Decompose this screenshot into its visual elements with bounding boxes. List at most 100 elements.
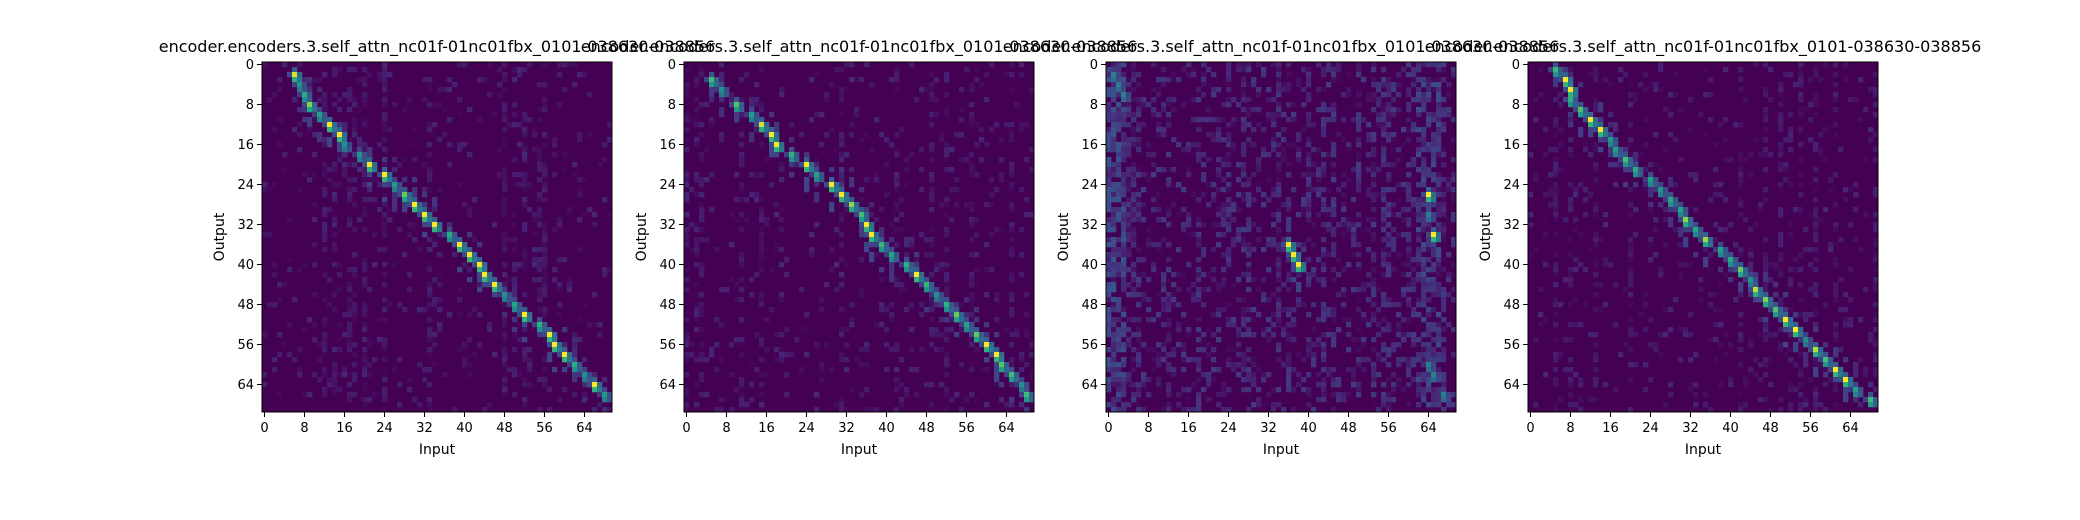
heatmap-cell bbox=[1386, 87, 1392, 93]
heatmap-cell bbox=[1306, 387, 1312, 393]
heatmap-cell bbox=[272, 127, 278, 133]
heatmap-cell bbox=[1618, 67, 1624, 73]
heatmap-cell bbox=[809, 77, 815, 83]
heatmap-cell bbox=[1146, 317, 1152, 323]
heatmap-cell bbox=[684, 167, 690, 173]
heatmap-cell bbox=[1186, 387, 1192, 393]
heatmap-cell bbox=[1381, 142, 1387, 148]
heatmap-cell bbox=[1798, 192, 1804, 198]
heatmap-cell bbox=[1396, 327, 1402, 333]
heatmap-cell bbox=[1426, 242, 1432, 248]
heatmap-cell bbox=[1196, 147, 1202, 153]
heatmap-cell bbox=[1778, 342, 1784, 348]
heatmap-cell bbox=[889, 237, 895, 243]
heatmap-cell bbox=[1653, 342, 1659, 348]
heatmap-cell bbox=[1296, 147, 1302, 153]
heatmap-cell bbox=[427, 77, 433, 83]
heatmap-cell bbox=[1808, 342, 1814, 348]
heatmap-cell bbox=[427, 187, 433, 193]
heatmap-cell bbox=[1231, 217, 1237, 223]
heatmap-cell bbox=[1543, 192, 1549, 198]
heatmap-cell bbox=[1116, 62, 1122, 68]
heatmap-cell bbox=[1286, 357, 1292, 363]
heatmap-cell bbox=[1573, 102, 1579, 108]
heatmap-cell bbox=[1111, 352, 1117, 358]
heatmap-cell bbox=[297, 347, 303, 353]
heatmap-cell bbox=[397, 357, 403, 363]
heatmap-cell bbox=[552, 142, 558, 148]
y-tick-label: 40 bbox=[237, 258, 254, 273]
heatmap-cell bbox=[1019, 127, 1025, 133]
heatmap-cell bbox=[382, 97, 388, 103]
heatmap-cell bbox=[1211, 132, 1217, 138]
heatmap-cell bbox=[262, 182, 268, 188]
heatmap-cell bbox=[1568, 202, 1574, 208]
heatmap-cell bbox=[684, 112, 690, 118]
heatmap-cell bbox=[1873, 317, 1878, 323]
heatmap-cell bbox=[1623, 342, 1629, 348]
heatmap-cell bbox=[1778, 182, 1784, 188]
heatmap-cell bbox=[327, 127, 333, 133]
heatmap-cell bbox=[1009, 277, 1015, 283]
heatmap-cell bbox=[729, 102, 735, 108]
heatmap-cell bbox=[572, 347, 578, 353]
heatmap-cell bbox=[1783, 342, 1789, 348]
heatmap-cell bbox=[1346, 227, 1352, 233]
heatmap-cell bbox=[1196, 377, 1202, 383]
heatmap-cell bbox=[1236, 277, 1242, 283]
heatmap-cell bbox=[1371, 312, 1377, 318]
heatmap-cell bbox=[1588, 152, 1594, 158]
heatmap-cell bbox=[1131, 112, 1137, 118]
heatmap-cell bbox=[1276, 302, 1282, 308]
heatmap-cell bbox=[1778, 242, 1784, 248]
heatmap-cell bbox=[382, 377, 388, 383]
heatmap-cell bbox=[1256, 157, 1262, 163]
heatmap-cell bbox=[1713, 337, 1719, 343]
heatmap-cell bbox=[1421, 332, 1427, 338]
heatmap-cell bbox=[839, 132, 845, 138]
x-tick-label: 0 bbox=[682, 421, 690, 436]
heatmap-cell bbox=[1386, 402, 1392, 408]
heatmap-cell bbox=[1381, 357, 1387, 363]
heatmap-cell bbox=[502, 207, 508, 213]
heatmap-cell bbox=[1818, 77, 1824, 83]
heatmap-cell bbox=[1331, 77, 1337, 83]
heatmap-cell bbox=[1713, 182, 1719, 188]
heatmap-cell bbox=[974, 282, 980, 288]
heatmap-cell bbox=[1116, 342, 1122, 348]
heatmap-cell bbox=[1009, 162, 1015, 168]
heatmap-cell bbox=[437, 227, 443, 233]
heatmap-cell bbox=[1371, 132, 1377, 138]
heatmap-cell bbox=[694, 382, 700, 388]
heatmap-cell bbox=[839, 282, 845, 288]
heatmap-cell bbox=[1813, 167, 1819, 173]
heatmap-cell bbox=[1818, 132, 1824, 138]
heatmap-cell bbox=[1848, 322, 1854, 328]
heatmap-cell bbox=[1663, 187, 1669, 193]
heatmap-cell bbox=[1276, 387, 1282, 393]
heatmap-cell bbox=[984, 72, 990, 78]
heatmap-cell bbox=[1121, 332, 1127, 338]
heatmap-cell bbox=[1733, 242, 1739, 248]
heatmap-cell bbox=[839, 167, 845, 173]
heatmap-cell bbox=[1161, 107, 1167, 113]
heatmap-cell bbox=[1441, 232, 1447, 238]
heatmap-cell bbox=[1141, 377, 1147, 383]
heatmap-cell bbox=[1211, 137, 1217, 143]
heatmap-cell bbox=[1436, 387, 1442, 393]
heatmap-cell bbox=[759, 267, 765, 273]
heatmap-cell bbox=[1708, 267, 1714, 273]
heatmap-cell bbox=[407, 232, 413, 238]
heatmap-cell bbox=[929, 142, 935, 148]
heatmap-cell bbox=[332, 192, 338, 198]
heatmap-cell bbox=[1573, 297, 1579, 303]
heatmap-cell bbox=[1783, 307, 1789, 313]
heatmap-cell bbox=[1111, 262, 1117, 268]
heatmap-cell bbox=[1608, 142, 1614, 148]
heatmap-cells bbox=[684, 62, 1034, 412]
heatmap-cell bbox=[1196, 397, 1202, 403]
heatmap-cell bbox=[1286, 227, 1292, 233]
heatmap-cell bbox=[577, 247, 583, 253]
heatmap-cell bbox=[814, 182, 820, 188]
heatmap-cell bbox=[984, 97, 990, 103]
